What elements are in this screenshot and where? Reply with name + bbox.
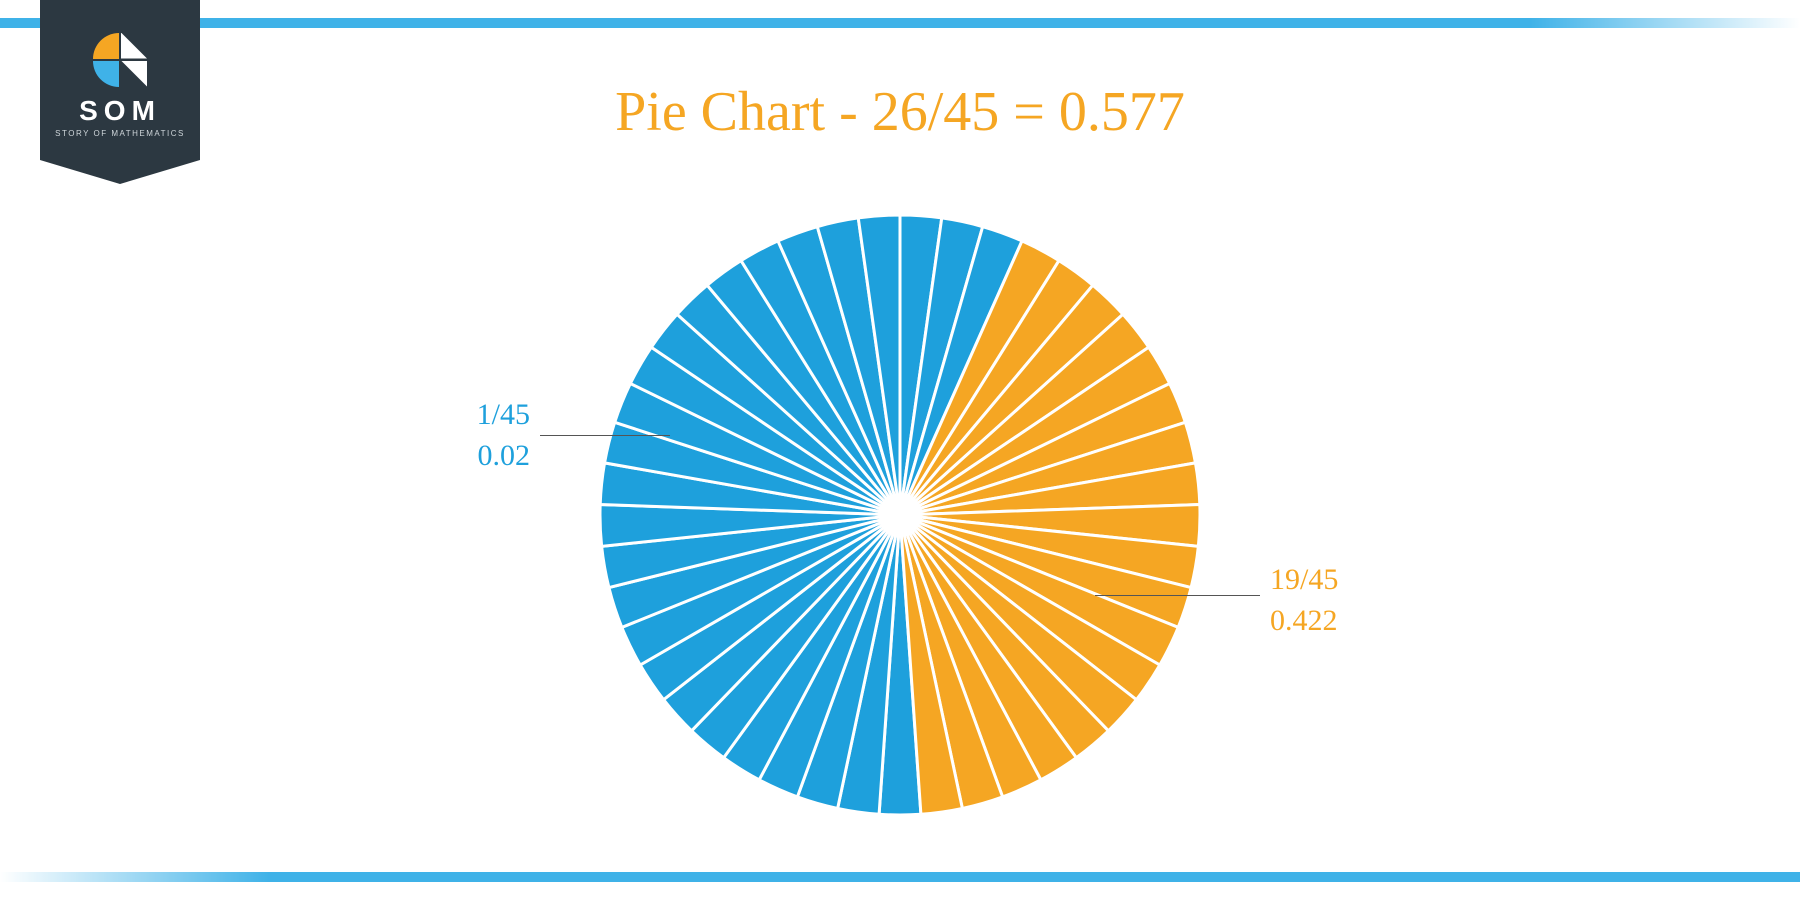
pie-chart bbox=[580, 195, 1220, 835]
chart-title: Pie Chart - 26/45 = 0.577 bbox=[0, 80, 1800, 144]
callout-left-decimal: 0.02 bbox=[350, 436, 530, 477]
bottom-accent-bar bbox=[0, 872, 1800, 882]
callout-right: 19/45 0.422 bbox=[1270, 560, 1470, 641]
leader-line-right bbox=[1095, 595, 1260, 596]
top-accent-bar bbox=[0, 18, 1800, 28]
callout-right-decimal: 0.422 bbox=[1270, 601, 1470, 642]
page-canvas: SOM STORY OF MATHEMATICS Pie Chart - 26/… bbox=[0, 0, 1800, 900]
chart-container: 1/45 0.02 19/45 0.422 bbox=[0, 195, 1800, 835]
pie-center-dot bbox=[882, 497, 918, 533]
leader-line-left bbox=[540, 435, 670, 436]
callout-left-fraction: 1/45 bbox=[350, 395, 530, 436]
logo-mark-icon bbox=[93, 33, 147, 87]
callout-left: 1/45 0.02 bbox=[350, 395, 530, 476]
callout-right-fraction: 19/45 bbox=[1270, 560, 1470, 601]
